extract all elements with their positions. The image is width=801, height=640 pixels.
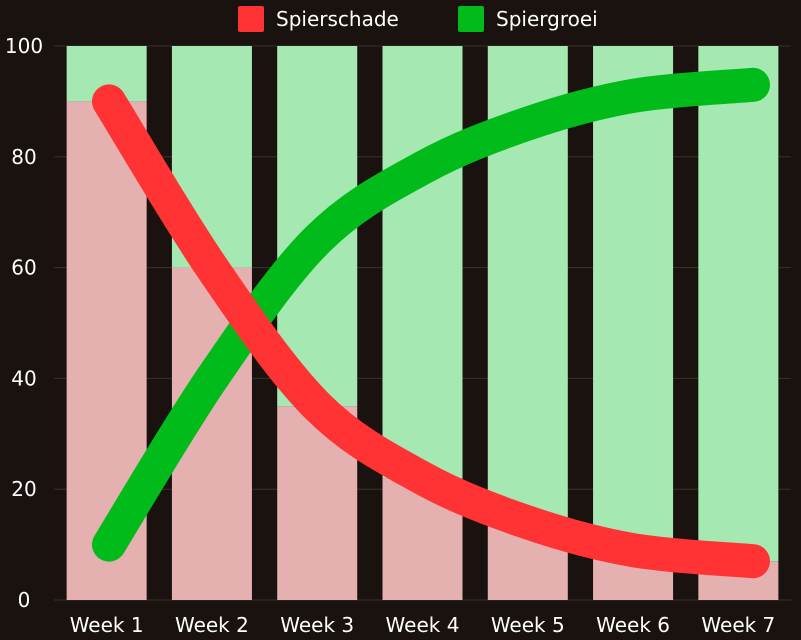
legend-label-spierschade: Spierschade — [276, 7, 399, 31]
x-tick-label-7: Week 7 — [701, 613, 775, 637]
y-tick-label-40: 40 — [11, 366, 36, 390]
x-tick-label-1: Week 1 — [70, 613, 144, 637]
x-tick-label-3: Week 3 — [280, 613, 354, 637]
y-tick-label-100: 100 — [5, 34, 43, 58]
lines — [92, 67, 770, 579]
bar-spiergroei-7 — [698, 46, 779, 562]
legend-swatch-spierschade — [238, 6, 264, 32]
x-tick-label-5: Week 5 — [491, 613, 565, 637]
legend: Spierschade Spiergroei — [238, 6, 598, 32]
y-tick-label-60: 60 — [11, 256, 36, 280]
bar-spiergroei-4 — [382, 46, 463, 479]
legend-label-spiergroei: Spiergroei — [496, 7, 598, 31]
legend-swatch-spiergroei — [458, 6, 484, 32]
y-tick-label-0: 0 — [18, 588, 31, 612]
y-tick-label-20: 20 — [11, 477, 36, 501]
line-spierschade — [92, 84, 770, 579]
bar-spiergroei-6 — [593, 46, 674, 551]
y-tick-label-80: 80 — [11, 145, 36, 169]
bars — [66, 46, 779, 601]
x-tick-label-4: Week 4 — [386, 613, 460, 637]
line-spiergroei — [92, 67, 770, 562]
x-tick-label-6: Week 6 — [596, 613, 670, 637]
y-axis: 0 20 40 60 80 100 — [5, 34, 43, 612]
x-tick-label-2: Week 2 — [175, 613, 249, 637]
x-axis: Week 1 Week 2 Week 3 Week 4 Week 5 Week 6 Week… — [70, 613, 776, 637]
